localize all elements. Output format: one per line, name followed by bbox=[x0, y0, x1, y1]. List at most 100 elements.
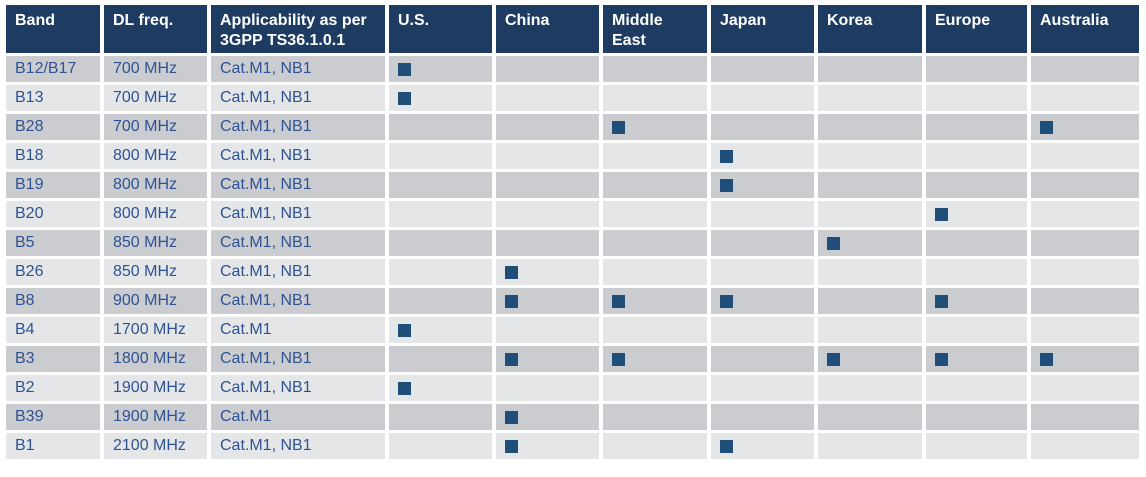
region-cell-australia bbox=[1031, 56, 1139, 82]
table-row: B28 700 MHz Cat.M1, NB1 bbox=[6, 114, 1139, 140]
region-cell-china bbox=[496, 201, 599, 227]
freq-cell: 700 MHz bbox=[104, 114, 207, 140]
region-cell-korea bbox=[818, 433, 922, 459]
region-cell-japan bbox=[711, 56, 814, 82]
region-cell-us bbox=[389, 259, 492, 285]
applicability-cell: Cat.M1, NB1 bbox=[211, 375, 385, 401]
region-cell-china bbox=[496, 230, 599, 256]
region-cell-korea bbox=[818, 375, 922, 401]
region-cell-middle_east bbox=[603, 172, 707, 198]
region-cell-korea bbox=[818, 346, 922, 372]
band-cell: B28 bbox=[6, 114, 100, 140]
region-cell-middle_east bbox=[603, 375, 707, 401]
column-header-middle_east: Middle East bbox=[603, 5, 707, 53]
table-row: B5 850 MHz Cat.M1, NB1 bbox=[6, 230, 1139, 256]
region-cell-china bbox=[496, 433, 599, 459]
region-cell-china bbox=[496, 114, 599, 140]
region-cell-europe bbox=[926, 346, 1027, 372]
table-row: B1 2100 MHz Cat.M1, NB1 bbox=[6, 433, 1139, 459]
region-cell-europe bbox=[926, 172, 1027, 198]
coverage-marker-icon bbox=[1040, 352, 1053, 366]
region-cell-us bbox=[389, 201, 492, 227]
region-cell-middle_east bbox=[603, 201, 707, 227]
freq-cell: 1900 MHz bbox=[104, 375, 207, 401]
region-cell-australia bbox=[1031, 404, 1139, 430]
region-cell-japan bbox=[711, 317, 814, 343]
table-body: B12/B17 700 MHz Cat.M1, NB1 B13 700 MHz Cat.M… bbox=[6, 56, 1139, 459]
region-cell-us bbox=[389, 172, 492, 198]
region-cell-europe bbox=[926, 56, 1027, 82]
region-cell-korea bbox=[818, 56, 922, 82]
freq-cell: 2100 MHz bbox=[104, 433, 207, 459]
region-cell-europe bbox=[926, 259, 1027, 285]
region-cell-europe bbox=[926, 143, 1027, 169]
freq-cell: 700 MHz bbox=[104, 85, 207, 111]
table-row: B12/B17 700 MHz Cat.M1, NB1 bbox=[6, 56, 1139, 82]
region-cell-europe bbox=[926, 85, 1027, 111]
coverage-marker-icon bbox=[505, 352, 518, 366]
coverage-marker-icon bbox=[935, 294, 948, 308]
coverage-marker-icon bbox=[720, 149, 733, 163]
freq-cell: 1800 MHz bbox=[104, 346, 207, 372]
applicability-cell: Cat.M1, NB1 bbox=[211, 114, 385, 140]
applicability-cell: Cat.M1, NB1 bbox=[211, 346, 385, 372]
region-cell-korea bbox=[818, 201, 922, 227]
column-header-china: China bbox=[496, 5, 599, 53]
region-cell-japan bbox=[711, 375, 814, 401]
coverage-marker-icon bbox=[720, 294, 733, 308]
coverage-marker-icon bbox=[612, 120, 625, 134]
table-row: B2 1900 MHz Cat.M1, NB1 bbox=[6, 375, 1139, 401]
region-cell-australia bbox=[1031, 172, 1139, 198]
region-cell-japan bbox=[711, 230, 814, 256]
column-header-label: Middle East bbox=[612, 12, 663, 49]
applicability-cell: Cat.M1, NB1 bbox=[211, 172, 385, 198]
coverage-marker-icon bbox=[505, 265, 518, 279]
applicability-cell: Cat.M1 bbox=[211, 317, 385, 343]
region-cell-europe bbox=[926, 201, 1027, 227]
region-cell-us bbox=[389, 56, 492, 82]
region-cell-japan bbox=[711, 201, 814, 227]
region-cell-us bbox=[389, 114, 492, 140]
table-row: B3 1800 MHz Cat.M1, NB1 bbox=[6, 346, 1139, 372]
region-cell-middle_east bbox=[603, 317, 707, 343]
region-cell-middle_east bbox=[603, 114, 707, 140]
region-cell-middle_east bbox=[603, 404, 707, 430]
region-cell-china bbox=[496, 143, 599, 169]
region-cell-china bbox=[496, 346, 599, 372]
coverage-marker-icon bbox=[935, 207, 948, 221]
freq-cell: 850 MHz bbox=[104, 230, 207, 256]
region-cell-china bbox=[496, 317, 599, 343]
region-cell-korea bbox=[818, 143, 922, 169]
coverage-marker-icon bbox=[398, 91, 411, 105]
region-cell-australia bbox=[1031, 259, 1139, 285]
region-cell-us bbox=[389, 85, 492, 111]
table-row: B20 800 MHz Cat.M1, NB1 bbox=[6, 201, 1139, 227]
coverage-marker-icon bbox=[720, 439, 733, 453]
region-cell-us bbox=[389, 230, 492, 256]
table-row: B4 1700 MHz Cat.M1 bbox=[6, 317, 1139, 343]
coverage-marker-icon bbox=[505, 294, 518, 308]
column-header-label: Australia bbox=[1040, 12, 1109, 29]
region-cell-china bbox=[496, 404, 599, 430]
applicability-cell: Cat.M1 bbox=[211, 404, 385, 430]
region-cell-japan bbox=[711, 288, 814, 314]
column-header-label: Band bbox=[15, 12, 55, 29]
region-cell-australia bbox=[1031, 85, 1139, 111]
coverage-marker-icon bbox=[1040, 120, 1053, 134]
region-cell-europe bbox=[926, 230, 1027, 256]
region-cell-korea bbox=[818, 288, 922, 314]
column-header-label: U.S. bbox=[398, 12, 430, 29]
column-header-label: DL freq. bbox=[113, 12, 174, 29]
region-cell-korea bbox=[818, 259, 922, 285]
applicability-cell: Cat.M1, NB1 bbox=[211, 56, 385, 82]
band-cell: B39 bbox=[6, 404, 100, 430]
freq-cell: 1700 MHz bbox=[104, 317, 207, 343]
coverage-marker-icon bbox=[398, 323, 411, 337]
band-cell: B4 bbox=[6, 317, 100, 343]
region-cell-korea bbox=[818, 317, 922, 343]
freq-cell: 900 MHz bbox=[104, 288, 207, 314]
band-cell: B18 bbox=[6, 143, 100, 169]
column-header-applicability: Applicability as per 3GPP TS36.1.0.1 bbox=[211, 5, 385, 53]
region-cell-us bbox=[389, 143, 492, 169]
column-header-australia: Australia bbox=[1031, 5, 1139, 53]
